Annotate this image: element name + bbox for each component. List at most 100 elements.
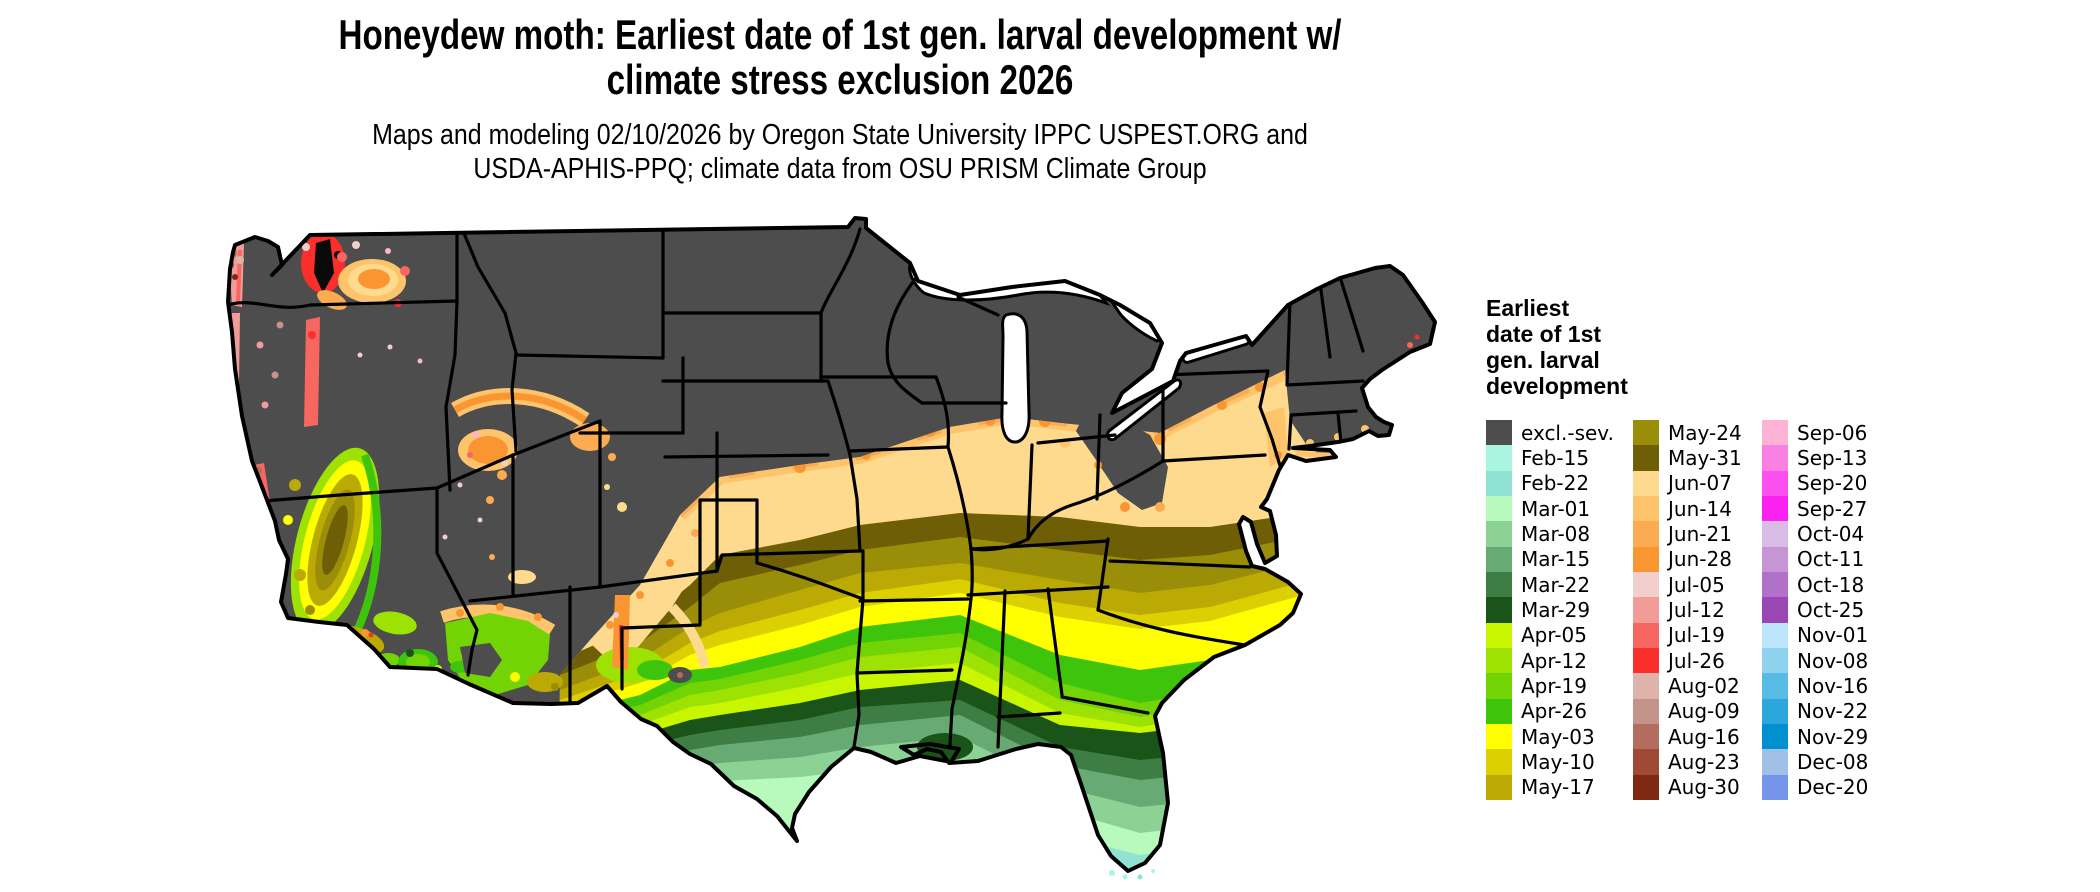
state-border xyxy=(510,351,518,453)
legend-swatch-Jun-21 xyxy=(1633,521,1659,547)
map-speckle xyxy=(608,453,616,461)
legend-label: Oct-18 xyxy=(1797,572,1865,597)
legend-label: May-17 xyxy=(1521,775,1595,800)
map-speckle xyxy=(256,341,264,349)
legend-label: Jul-19 xyxy=(1668,623,1725,648)
legend-row: Jun-14 xyxy=(1633,495,1742,522)
region-channel-islands xyxy=(329,636,335,642)
legend-label: Apr-26 xyxy=(1521,699,1587,724)
legend-swatch-Jul-12 xyxy=(1633,597,1659,623)
legend-label: Jun-14 xyxy=(1668,496,1732,521)
legend-row: Aug-02 xyxy=(1633,673,1742,699)
page-subtitle: Maps and modeling 02/10/2026 by Oregon S… xyxy=(118,118,1563,186)
region-new-jersey-peach xyxy=(1264,407,1288,467)
legend-swatch-Apr-26 xyxy=(1486,698,1512,724)
region-channel-islands xyxy=(317,630,323,636)
legend-swatch-Oct-04 xyxy=(1762,521,1788,547)
legend-row: Jul-12 xyxy=(1633,597,1742,623)
map-speckle xyxy=(1122,874,1128,880)
legend-label: Nov-01 xyxy=(1797,623,1869,648)
map-speckle xyxy=(477,517,483,523)
legend-columns: excl.-sev. Feb-15 Feb-22 Mar-01 Mar-08 Mar-15… xyxy=(1486,420,1906,810)
map-speckle xyxy=(385,248,391,254)
legend-label: Mar-08 xyxy=(1521,521,1591,546)
legend-label: Aug-23 xyxy=(1668,749,1740,774)
legend-swatch-Feb-15 xyxy=(1486,445,1512,471)
legend-label: Oct-04 xyxy=(1797,521,1865,546)
legend-swatch-Nov-08 xyxy=(1762,647,1788,674)
legend-swatch-Dec-20 xyxy=(1762,774,1788,800)
map-speckle xyxy=(368,632,374,638)
legend-swatch-Aug-30 xyxy=(1633,774,1659,800)
state-border xyxy=(435,486,479,677)
legend-swatch-May-17 xyxy=(1486,774,1512,800)
legend-row: Apr-05 xyxy=(1486,622,1614,648)
page-subtitle-line1: Maps and modeling 02/10/2026 by Oregon S… xyxy=(372,119,1308,151)
legend-swatch-May-24 xyxy=(1633,420,1659,446)
region-az-peach-fringe xyxy=(440,604,556,636)
legend-swatch-Aug-09 xyxy=(1633,698,1659,724)
map-speckle xyxy=(636,591,644,599)
legend-row: Jun-07 xyxy=(1633,470,1742,496)
legend-swatch-excl.-sev. xyxy=(1486,420,1512,446)
map-speckle xyxy=(406,649,414,657)
legend-swatch-Jun-07 xyxy=(1633,470,1659,496)
map-speckle xyxy=(637,660,673,680)
map-speckle xyxy=(534,613,542,621)
map-speckle xyxy=(456,609,464,617)
legend-label: Jun-07 xyxy=(1668,471,1732,496)
intermountain-features xyxy=(442,388,627,584)
legend-swatch-Jun-28 xyxy=(1633,546,1659,572)
map-speckle xyxy=(502,460,508,466)
legend-label: Aug-09 xyxy=(1668,699,1740,724)
map-speckle xyxy=(337,252,347,262)
map-speckle xyxy=(352,241,360,249)
legend-swatch-Sep-27 xyxy=(1762,495,1788,522)
legend-row: Oct-18 xyxy=(1762,571,1868,598)
legend-swatch-Oct-18 xyxy=(1762,571,1788,598)
legend-swatch-Apr-05 xyxy=(1486,622,1512,648)
region-sierra-foothills xyxy=(351,453,382,637)
region-long-island xyxy=(1295,451,1334,458)
legend-swatch-Sep-06 xyxy=(1762,420,1788,446)
legend-row: Mar-01 xyxy=(1486,495,1614,522)
legend-row: Apr-26 xyxy=(1486,698,1614,724)
legend-swatch-Mar-22 xyxy=(1486,571,1512,598)
legend-label: Oct-11 xyxy=(1797,547,1865,572)
map-speckle xyxy=(1217,400,1227,410)
legend-swatch-May-10 xyxy=(1486,749,1512,775)
map-speckle xyxy=(236,256,244,264)
legend-swatch-Mar-15 xyxy=(1486,546,1512,572)
map-speckle xyxy=(1120,502,1130,512)
state-border xyxy=(444,299,459,492)
map-speckle xyxy=(357,352,363,358)
legend-label: Nov-22 xyxy=(1797,699,1869,724)
legend-title-line: development xyxy=(1486,373,1628,399)
legend-swatch-Oct-11 xyxy=(1762,546,1788,572)
legend-row: Dec-20 xyxy=(1762,774,1868,800)
state-border xyxy=(819,227,951,449)
legend-row: Jun-21 xyxy=(1633,521,1742,547)
map-speckle xyxy=(677,672,683,678)
legend-row: Sep-13 xyxy=(1762,445,1868,471)
state-border xyxy=(698,498,865,601)
legend-label: Mar-15 xyxy=(1521,547,1591,572)
region-salt-lake-core xyxy=(468,436,508,464)
region-willamette-valley xyxy=(304,317,320,427)
map-speckle xyxy=(258,504,264,510)
legend-swatch-Apr-12 xyxy=(1486,647,1512,674)
lake-michigan xyxy=(1000,312,1031,444)
state-border xyxy=(661,311,950,459)
legend-row: Nov-08 xyxy=(1762,647,1868,674)
state-border xyxy=(848,453,970,675)
map-speckle xyxy=(231,412,237,418)
legend-title: Earliest date of 1st gen. larval develop… xyxy=(1486,295,1906,399)
map-speckle xyxy=(1151,869,1155,873)
legend-swatch-Jun-14 xyxy=(1633,495,1659,522)
map-speckle xyxy=(1155,502,1165,512)
state-border xyxy=(514,353,665,360)
legend-column-1: excl.-sev. Feb-15 Feb-22 Mar-01 Mar-08 Mar-15… xyxy=(1486,420,1614,800)
legend-label: May-24 xyxy=(1668,420,1742,445)
legend-label: Nov-16 xyxy=(1797,673,1869,698)
